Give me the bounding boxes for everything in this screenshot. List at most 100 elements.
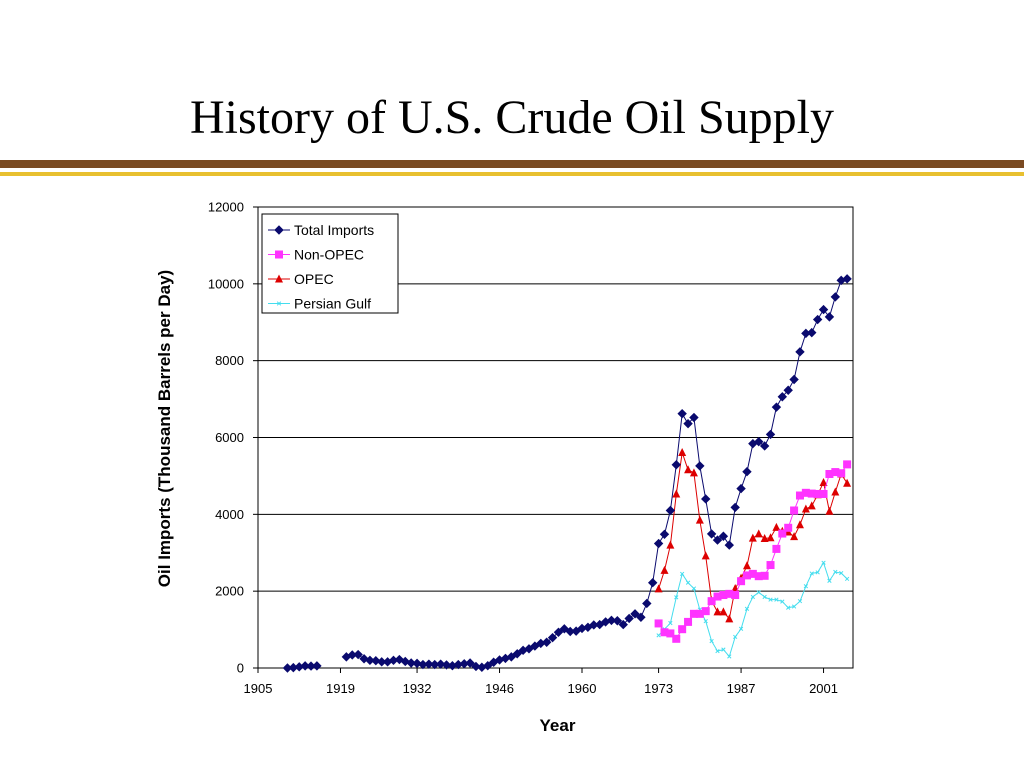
data-point-opec [672,489,681,498]
data-point-legend-non-opec [275,250,283,259]
data-point-opec [666,540,675,549]
data-point-total-imports [642,598,652,609]
data-point-opec [748,533,757,542]
data-point-legend-total-imports [274,225,284,235]
data-point-total-imports [636,612,646,622]
data-point-persian-gulf [803,584,809,589]
data-point-persian-gulf [691,586,697,591]
data-point-total-imports [553,627,564,637]
data-point-total-imports [435,659,446,669]
data-point-legend-persian-gulf [276,301,282,306]
data-point-total-imports [818,304,829,315]
x-tick-label: 1905 [244,681,273,696]
data-point-persian-gulf [733,634,738,640]
y-tick-label: 12000 [208,200,244,215]
data-point-opec [795,520,804,529]
data-point-persian-gulf [821,560,826,565]
y-tick-label: 0 [237,661,244,676]
data-point-total-imports [353,649,363,660]
data-point-non-opec [737,577,746,586]
data-point-non-opec [654,619,663,628]
data-point-total-imports [630,609,640,619]
data-point-total-imports [842,274,852,284]
data-point-total-imports [424,659,434,669]
data-point-total-imports [742,466,752,477]
data-point-persian-gulf [703,618,708,624]
data-point-total-imports [365,655,375,666]
data-point-persian-gulf [815,570,820,575]
x-axis-title: Year [540,716,576,735]
series-line-total-imports [346,278,848,668]
x-tick-label: 1960 [568,681,597,696]
data-point-non-opec [790,506,799,515]
data-point-persian-gulf [833,569,838,575]
data-point-persian-gulf [780,599,785,604]
data-point-total-imports [683,418,693,429]
data-point-non-opec [707,597,716,606]
data-point-opec [819,477,828,486]
data-point-non-opec [695,609,704,618]
data-point-persian-gulf [738,626,744,631]
legend-item-persian-gulf: Persian Gulf [268,296,371,312]
data-point-total-imports [441,660,452,670]
x-tick-label: 1919 [326,681,355,696]
y-tick-label: 8000 [215,353,244,368]
data-point-persian-gulf [668,620,673,626]
series-layer [282,274,852,673]
legend-label: Total Imports [294,222,374,238]
data-point-persian-gulf [809,571,814,576]
y-tick-label: 4000 [215,507,244,522]
data-point-persian-gulf [762,594,767,600]
data-point-persian-gulf [727,654,732,659]
data-point-total-imports [695,461,705,471]
data-point-total-imports [547,632,558,643]
data-point-persian-gulf [797,599,803,604]
x-tick-label: 2001 [809,681,838,696]
data-point-opec [713,607,722,616]
data-point-total-imports [483,660,493,671]
data-point-total-imports [736,483,746,494]
series-non-opec [654,460,852,643]
data-point-non-opec [742,571,751,580]
data-point-persian-gulf [715,648,720,654]
data-point-opec [754,529,763,538]
data-point-persian-gulf [791,604,797,609]
data-point-opec [772,522,781,531]
legend-label: OPEC [294,271,334,287]
data-point-persian-gulf [827,578,832,583]
data-point-total-imports [677,408,687,419]
data-point-total-imports [712,535,723,545]
y-axis-ticks: 0 2000 4000 6000 8000 10000 12000 [208,200,258,676]
series-opec [654,447,852,623]
data-point-opec [742,561,751,570]
data-point-opec [725,614,734,623]
data-point-persian-gulf [680,571,685,577]
data-point-total-imports [465,658,475,668]
data-point-total-imports [783,385,793,395]
series-persian-gulf [656,560,850,659]
data-point-persian-gulf [721,647,726,652]
data-point-persian-gulf [685,580,691,585]
data-point-non-opec [795,491,804,500]
data-point-total-imports [824,312,835,322]
y-tick-label: 10000 [208,276,244,291]
data-point-total-imports [706,529,717,539]
data-point-non-opec [725,589,734,598]
x-tick-label: 1973 [644,681,673,696]
data-point-opec [760,534,769,543]
data-point-total-imports [606,615,617,626]
data-point-opec [701,551,710,560]
data-point-opec [801,504,810,513]
data-point-non-opec [748,569,757,578]
data-point-total-imports [812,314,823,325]
data-point-non-opec [766,561,775,570]
data-point-persian-gulf [750,594,756,600]
data-point-total-imports [541,637,552,647]
data-point-persian-gulf [786,605,791,610]
data-point-persian-gulf [844,576,850,582]
grid-layer [258,283,853,592]
data-point-total-imports [671,460,681,470]
slide-title: History of U.S. Crude Oil Supply [189,91,834,144]
data-point-total-imports [618,619,628,630]
